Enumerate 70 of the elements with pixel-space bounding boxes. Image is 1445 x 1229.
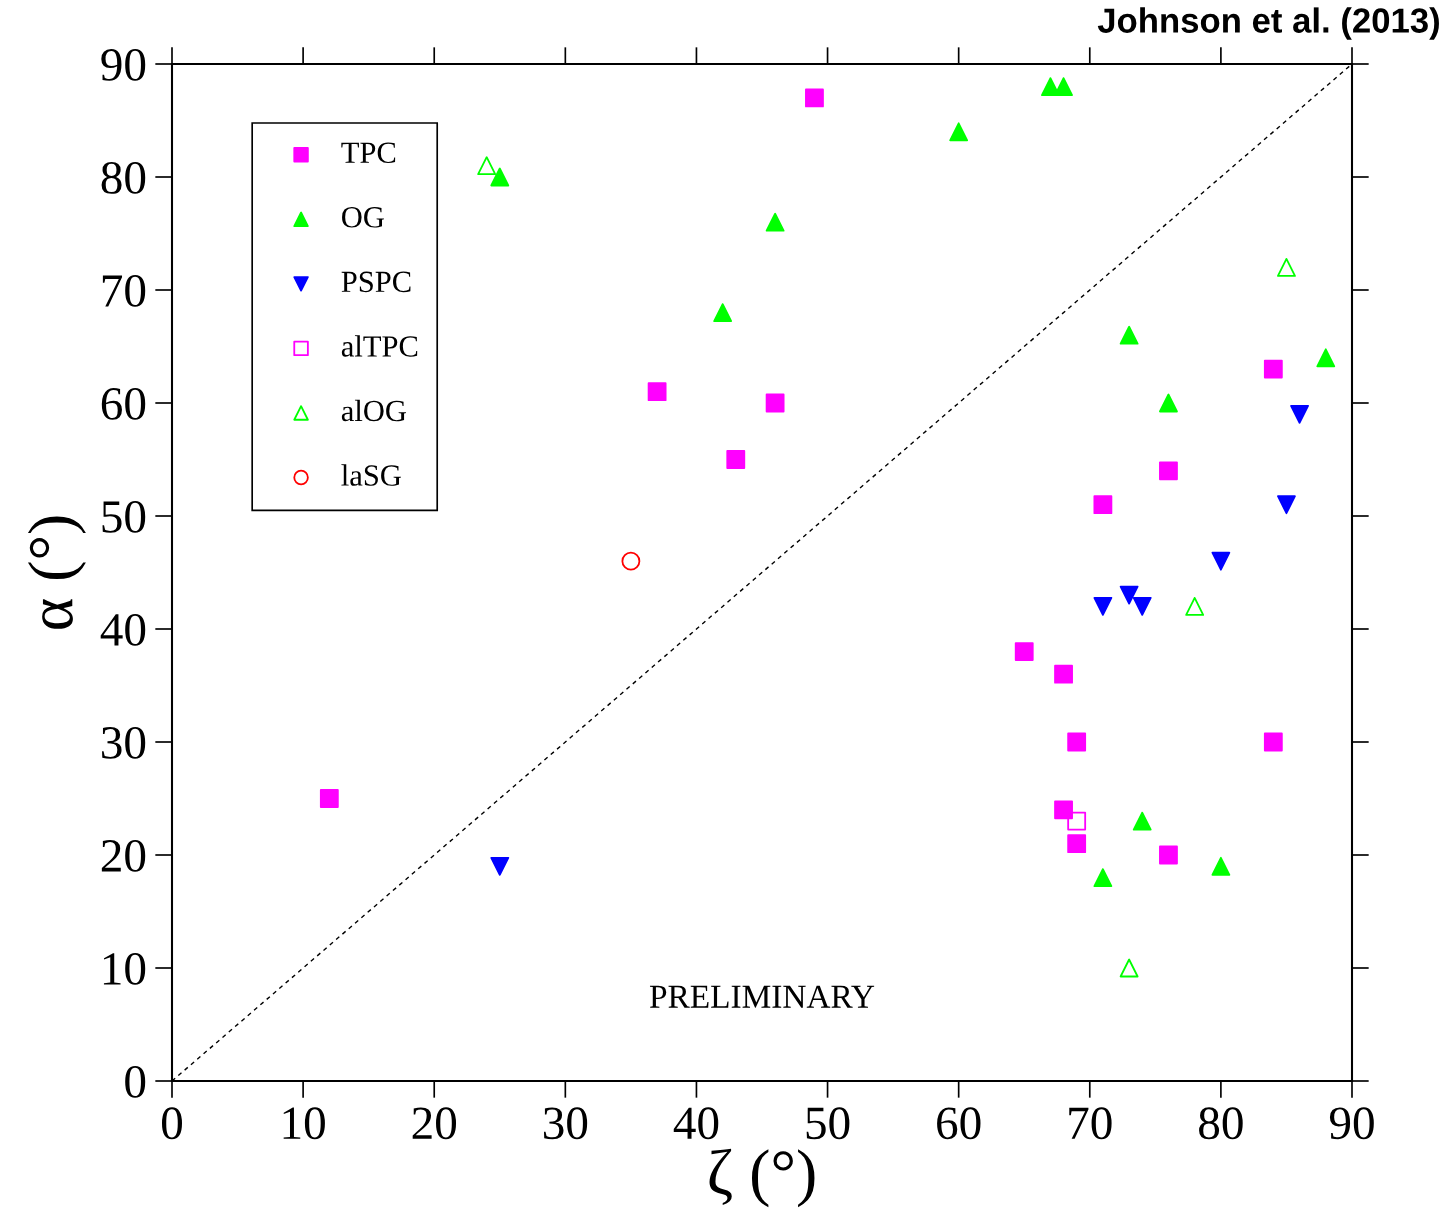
point: [765, 212, 785, 232]
point: [726, 450, 746, 469]
point: [1263, 359, 1283, 379]
point: [1159, 393, 1178, 413]
point: [1054, 800, 1073, 820]
y-tick-label: 0: [125, 1065, 146, 1098]
point: [1119, 585, 1139, 605]
y-tick-label: 60: [101, 387, 146, 420]
point: [1263, 732, 1283, 752]
point: [1290, 404, 1309, 424]
y-axis-title: α (°): [27, 516, 86, 629]
x-tick-label: 20: [412, 1107, 457, 1140]
point: [1211, 551, 1231, 571]
legend-label: alTPC: [341, 335, 418, 357]
x-tick-label: 80: [1199, 1107, 1243, 1140]
point: [1119, 325, 1139, 345]
text: Johnson et al. (2013): [1097, 7, 1439, 40]
x-tick-label: 90: [1329, 1107, 1374, 1140]
x-tick-label: 40: [673, 1107, 719, 1140]
point: [1093, 495, 1113, 515]
point: [1093, 868, 1113, 888]
point: [1067, 834, 1087, 854]
point: [490, 856, 510, 876]
legend-label: TPC: [341, 142, 396, 164]
point: [1277, 495, 1296, 515]
point: [1067, 732, 1087, 752]
legend-label: PSPC: [341, 271, 411, 293]
x-tick-label: 0: [161, 1107, 183, 1140]
point: [477, 156, 497, 176]
point: [621, 551, 641, 571]
y-tick-label: 90: [101, 48, 146, 81]
point: [805, 88, 824, 108]
annotation: PRELIMINARY: [649, 985, 875, 1008]
x-axis-title: ζ (°): [709, 1148, 815, 1208]
legend-label: alOG: [341, 399, 407, 422]
point: [1277, 257, 1296, 277]
y-tick-label: 20: [101, 839, 146, 872]
point: [1067, 811, 1087, 831]
y-tick-label: 80: [101, 161, 146, 194]
point: [1132, 811, 1152, 831]
point: [1132, 596, 1152, 616]
point: [1211, 856, 1231, 876]
point: [1054, 664, 1073, 684]
point: [1159, 461, 1178, 481]
point: [1014, 642, 1034, 662]
point: [1041, 77, 1060, 97]
point: [713, 303, 733, 323]
point: [1316, 348, 1336, 368]
point: [1185, 596, 1205, 616]
legend-label: laSG: [341, 464, 401, 486]
point: [949, 122, 969, 142]
x-tick-label: 50: [806, 1107, 850, 1140]
y-tick-label: 10: [103, 952, 146, 985]
x-tick-label: 70: [1069, 1107, 1112, 1140]
y-tick-label: 30: [102, 726, 146, 759]
point: [647, 382, 667, 402]
y-tick-label: 50: [102, 500, 146, 533]
x-tick-label: 60: [937, 1107, 981, 1140]
point: [490, 167, 510, 187]
legend-label: OG: [342, 207, 384, 228]
x-tick-label: 30: [543, 1107, 588, 1140]
point: [1159, 845, 1178, 865]
point: [1093, 596, 1113, 616]
y-tick-label: 70: [102, 274, 146, 307]
point: [765, 393, 785, 413]
point: [1054, 77, 1073, 97]
x-tick-label: 10: [283, 1107, 325, 1140]
y-tick-label: 40: [100, 613, 146, 646]
point: [1119, 958, 1139, 978]
point: [319, 789, 339, 808]
